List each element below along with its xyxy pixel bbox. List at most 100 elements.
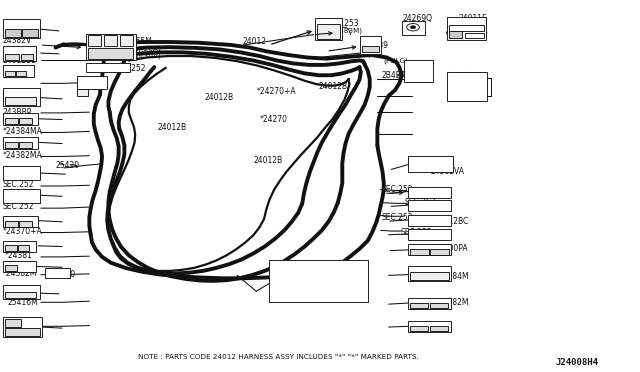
Text: 2B4B7: 2B4B7 [382,71,406,80]
Bar [315,18,342,40]
Text: 24012B: 24012B [157,123,187,132]
Bar [3,241,36,252]
Bar [408,187,451,198]
Circle shape [410,26,415,29]
Bar [20,54,33,61]
Bar [22,29,38,37]
Bar [410,303,428,308]
Bar [360,36,381,54]
Bar [5,292,36,298]
Bar [410,249,429,255]
Bar [16,71,26,76]
Bar [3,46,36,61]
Bar [465,33,484,38]
Bar [88,48,132,59]
Text: 24012B: 24012B [204,93,233,102]
Text: (15A)(30A): (15A)(30A) [121,52,161,59]
Text: 24011F: 24011F [458,13,486,22]
Bar [5,265,17,271]
Text: SEC.253: SEC.253 [328,19,359,28]
Text: SEC.252: SEC.252 [400,228,432,237]
Text: *24382MA: *24382MA [3,151,42,160]
Bar [3,189,40,203]
Text: 24012BB: 24012BB [3,56,37,65]
Circle shape [406,23,419,31]
Text: SEC.252: SEC.252 [404,198,436,207]
Bar [3,88,40,106]
Text: *24270: *24270 [259,115,287,124]
Bar [3,137,38,149]
Bar [449,25,484,31]
Text: (28483M): (28483M) [328,27,363,34]
Bar [362,46,379,52]
Text: 243BBP: 243BBP [3,108,32,117]
Bar [447,17,486,40]
Bar [410,326,428,331]
Bar [4,29,20,37]
Bar [4,54,19,61]
Bar [408,244,451,256]
Bar [104,35,116,46]
Text: *24381: *24381 [4,251,33,260]
Bar [408,215,451,226]
Bar [430,249,449,255]
Text: *24370: *24370 [47,270,76,279]
Bar [88,35,100,46]
Bar [408,266,451,281]
Bar [408,229,451,240]
Text: 28498: 28498 [456,82,480,91]
Text: 25465M: 25465M [121,37,152,46]
Text: 24012BA: 24012BA [9,329,44,338]
Text: SEC.252: SEC.252 [115,64,147,73]
Bar [5,142,18,148]
Bar [269,260,368,302]
Bar [447,71,487,101]
Text: 24012B: 24012B [253,155,282,165]
Bar [408,200,451,211]
Bar [19,142,32,148]
Bar [3,65,34,77]
Bar [45,268,70,278]
Bar [120,35,132,46]
Text: SEC.252: SEC.252 [382,185,413,194]
Bar [430,326,448,331]
Text: 24382V: 24382V [3,36,32,45]
Text: 28489: 28489 [365,41,388,50]
Bar [5,319,20,327]
Text: 25420: 25420 [56,161,79,170]
Bar [3,113,38,125]
Bar [404,60,433,82]
Bar [3,19,40,38]
Bar [77,89,88,96]
Text: NOTE : PARTS CODE 24012 HARNESS ASSY INCLUDES "*" "*" MARKED PARTS.: NOTE : PARTS CODE 24012 HARNESS ASSY INC… [138,353,419,360]
Text: SEC.252: SEC.252 [382,213,413,222]
Text: SEC.252: SEC.252 [3,180,34,189]
Bar [4,97,36,105]
Text: 24370MA: 24370MA [280,269,313,278]
Text: (PULG): (PULG) [384,57,408,64]
Bar [401,20,424,35]
Bar [3,260,36,272]
Text: <CLIP>: <CLIP> [454,72,481,78]
Bar [317,23,340,39]
Text: 24382VA: 24382VA [430,167,464,176]
Text: 24012BC: 24012BC [435,217,469,225]
Text: *24270+A: *24270+A [256,87,296,96]
Text: *24384MA: *24384MA [3,127,42,136]
Bar [19,221,32,227]
Text: <H/L WASH HARNESS>: <H/L WASH HARNESS> [272,280,351,286]
Bar [18,246,29,251]
Text: *24384M: *24384M [435,272,469,281]
Text: *24382M: *24382M [435,298,469,307]
Text: 24012: 24012 [243,37,266,46]
Bar [3,166,40,180]
Bar [19,118,32,124]
Bar [77,76,107,89]
Text: 24012B: 24012B [319,82,348,91]
Bar [3,215,38,227]
Bar [3,317,42,337]
Bar [408,298,451,309]
Text: (10A)(20A): (10A)(20A) [121,45,161,52]
Text: J24008H4: J24008H4 [556,358,599,367]
Bar [5,118,18,124]
